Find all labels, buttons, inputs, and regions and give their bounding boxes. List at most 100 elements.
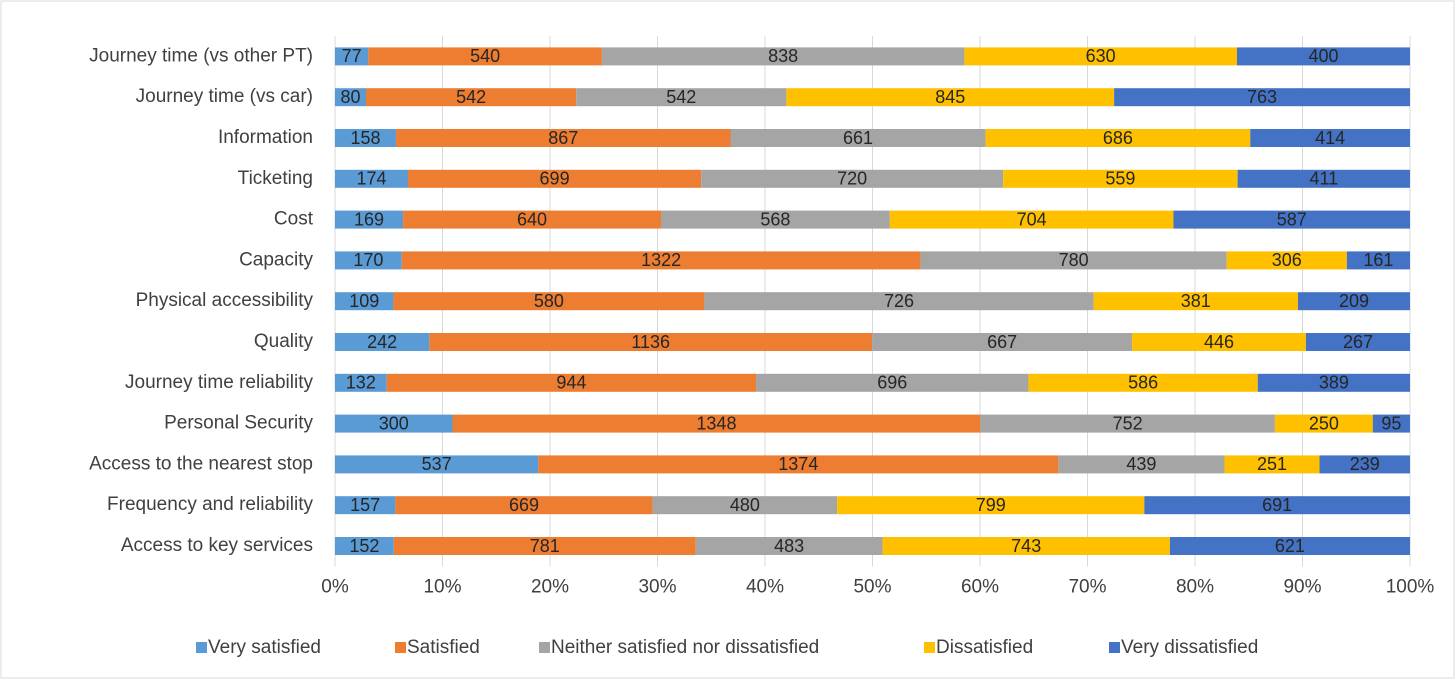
- bar-segment: [335, 251, 402, 270]
- x-tick-label: 0%: [321, 576, 349, 597]
- data-label: 540: [470, 46, 500, 66]
- legend-label: Neither satisfied nor dissatisfied: [551, 637, 819, 658]
- data-label: 411: [1309, 169, 1338, 189]
- legend-label: Very satisfied: [208, 637, 321, 658]
- bar-segment: [1169, 537, 1410, 555]
- bar-segment: [1237, 169, 1410, 188]
- bar-segment: [882, 537, 1170, 555]
- data-label: 669: [509, 495, 539, 515]
- bar-segment: [1319, 455, 1410, 474]
- data-label: 306: [1272, 250, 1302, 270]
- data-label: 661: [843, 128, 873, 148]
- category-label: Frequency and reliability: [107, 494, 313, 515]
- category-label: Ticketing: [238, 168, 313, 189]
- bar-segment: [964, 47, 1237, 66]
- bar-segment: [1144, 496, 1410, 515]
- data-label: 446: [1204, 332, 1234, 352]
- bar-segment: [335, 455, 539, 474]
- data-label: 845: [935, 87, 965, 107]
- bar-segment: [872, 333, 1133, 351]
- data-label: 686: [1103, 128, 1133, 148]
- bar-segment: [335, 537, 394, 555]
- bar-segment: [335, 373, 387, 392]
- data-label: 242: [367, 332, 397, 352]
- data-label: 586: [1128, 373, 1158, 393]
- x-tick-label: 30%: [638, 576, 676, 597]
- category-label: Information: [218, 127, 313, 148]
- data-label: 439: [1126, 454, 1156, 474]
- bar-segment: [1346, 251, 1410, 270]
- bar-segment: [756, 373, 1029, 392]
- category-label: Journey time reliability: [125, 372, 313, 393]
- category-label: Personal Security: [164, 413, 313, 434]
- x-tick-label: 10%: [423, 576, 461, 597]
- bar-segment: [1236, 47, 1410, 66]
- legend-label: Very dissatisfied: [1121, 637, 1258, 658]
- bar-segment: [1132, 333, 1306, 351]
- data-label: 838: [768, 46, 798, 66]
- data-label: 161: [1363, 250, 1393, 270]
- legend-swatch: [1109, 642, 1120, 653]
- data-label: 381: [1181, 291, 1211, 311]
- bar-segment: [335, 210, 404, 229]
- data-label: 780: [1059, 250, 1089, 270]
- bar-segment: [1305, 333, 1410, 351]
- bar-segment: [386, 373, 757, 392]
- bar-segment: [652, 496, 838, 515]
- bar-segment: [335, 333, 430, 351]
- x-tick-label: 70%: [1068, 576, 1106, 597]
- bar-segment: [1003, 169, 1238, 188]
- data-label: 169: [354, 209, 384, 229]
- bar-segment: [985, 129, 1251, 147]
- data-label: 77: [342, 46, 362, 66]
- data-label: 95: [1381, 413, 1401, 433]
- bar-segment: [407, 169, 702, 188]
- bar-segment: [1274, 414, 1373, 433]
- data-label: 726: [884, 291, 914, 311]
- x-tick-label: 80%: [1176, 576, 1214, 597]
- category-label: Access to key services: [121, 535, 313, 556]
- x-tick-label: 50%: [853, 576, 891, 597]
- data-label: 580: [534, 291, 564, 311]
- bar-segment: [335, 47, 369, 66]
- legend-label: Satisfied: [407, 637, 480, 658]
- data-label: 1136: [631, 332, 670, 352]
- bar-segment: [335, 88, 367, 107]
- data-label: 80: [340, 87, 360, 107]
- data-label: 867: [548, 128, 578, 148]
- bar-segment: [1224, 455, 1320, 474]
- data-label: 559: [1105, 169, 1135, 189]
- data-label: 158: [350, 128, 380, 148]
- bar-segment: [1173, 210, 1410, 229]
- bar-segment: [660, 210, 890, 229]
- bar-segment: [538, 455, 1059, 474]
- data-label: 799: [976, 495, 1006, 515]
- bar-segment: [730, 129, 986, 147]
- bar-segment: [1114, 88, 1410, 107]
- data-label: 568: [760, 209, 790, 229]
- category-label: Journey time (vs other PT): [89, 45, 313, 66]
- x-tick-label: 60%: [961, 576, 999, 597]
- bar-segment: [1093, 292, 1298, 311]
- legend-swatch: [196, 642, 207, 653]
- bar-segment: [695, 537, 883, 555]
- data-label: 251: [1257, 454, 1287, 474]
- data-label: 630: [1086, 46, 1116, 66]
- bar-segment: [335, 496, 396, 515]
- bar-segment: [1028, 373, 1258, 392]
- bar-segment: [395, 129, 731, 147]
- bar-segment: [429, 333, 873, 351]
- data-label: 239: [1350, 454, 1380, 474]
- data-label: 944: [556, 373, 586, 393]
- data-label: 1322: [641, 250, 681, 270]
- data-label: 699: [540, 169, 570, 189]
- bar-segment: [335, 169, 408, 188]
- legend-swatch: [539, 642, 550, 653]
- bar-segment: [980, 414, 1275, 433]
- x-tick-label: 40%: [746, 576, 784, 597]
- category-label: Journey time (vs car): [136, 86, 313, 107]
- bar-segment: [889, 210, 1174, 229]
- data-label: 542: [666, 87, 696, 107]
- data-label: 132: [346, 373, 376, 393]
- x-tick-label: 90%: [1283, 576, 1321, 597]
